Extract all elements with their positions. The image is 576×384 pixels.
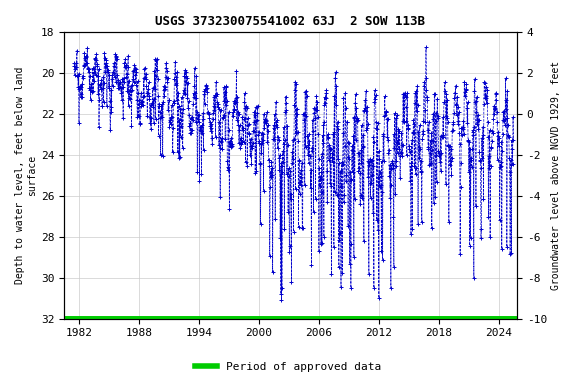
Y-axis label: Groundwater level above NGVD 1929, feet: Groundwater level above NGVD 1929, feet <box>551 61 561 290</box>
Legend: Period of approved data: Period of approved data <box>191 358 385 377</box>
Y-axis label: Depth to water level, feet below land
surface: Depth to water level, feet below land su… <box>15 66 37 284</box>
Title: USGS 373230075541002 63J  2 SOW 113B: USGS 373230075541002 63J 2 SOW 113B <box>156 15 426 28</box>
